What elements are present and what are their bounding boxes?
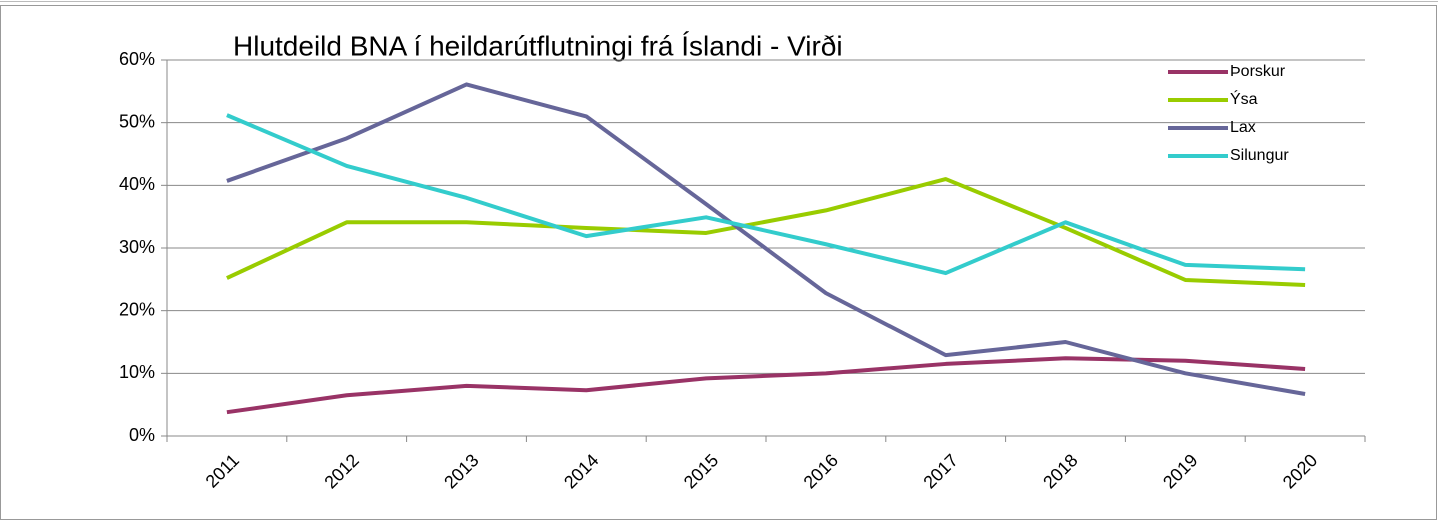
y-tick-label: 40% (119, 174, 155, 194)
legend-label: Þorskur (1230, 63, 1286, 80)
y-tick-label: 60% (119, 49, 155, 69)
legend-label: Silungur (1230, 147, 1289, 164)
y-tick-label: 30% (119, 237, 155, 257)
y-tick-label: 20% (119, 299, 155, 319)
chart-frame (0, 5, 1437, 520)
legend-label: Ýsa (1230, 89, 1258, 108)
series-line (226, 113, 1306, 276)
series-line (226, 177, 1306, 287)
legend-label: Lax (1230, 119, 1256, 136)
y-tick-label: 50% (119, 111, 155, 131)
series-line (226, 82, 1306, 396)
chart-title: Hlutdeild BNA í heildarútflutningi frá Í… (233, 30, 843, 61)
y-tick-label: 0% (129, 425, 155, 445)
y-tick-label: 10% (119, 362, 155, 382)
